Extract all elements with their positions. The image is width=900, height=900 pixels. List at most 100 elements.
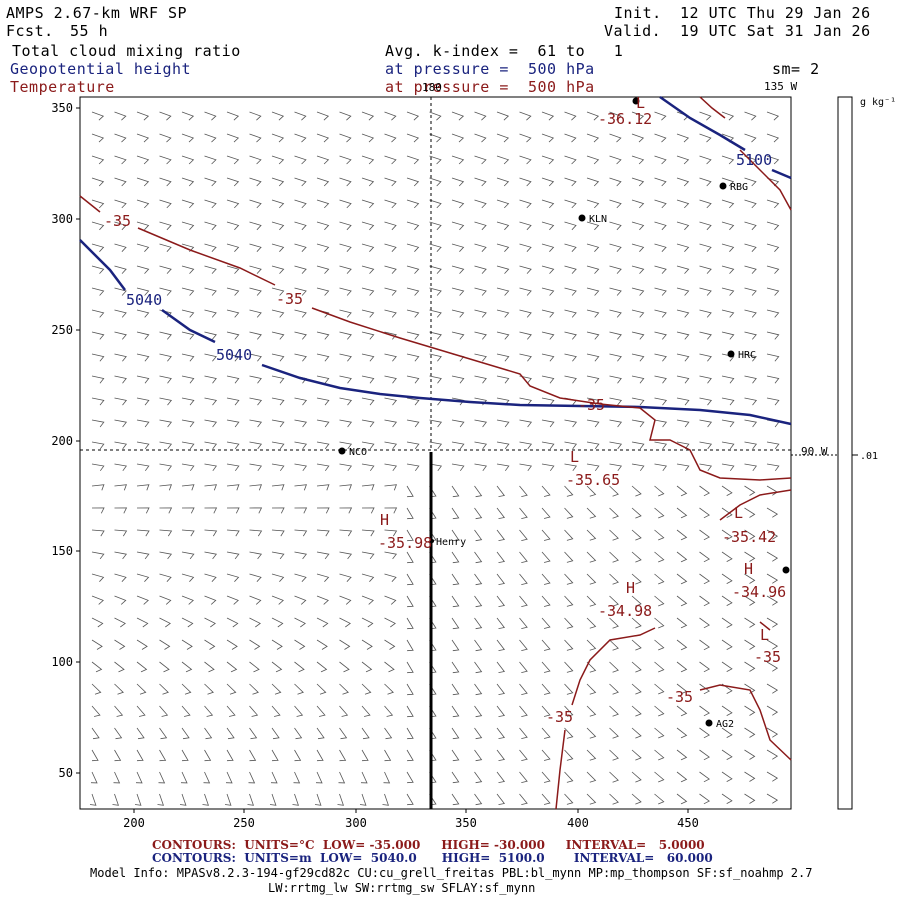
wind-barb [451, 111, 465, 121]
wind-barb [564, 243, 577, 252]
extremum-type-1: L [636, 94, 645, 112]
wind-barb [406, 507, 414, 520]
wind-barb [586, 727, 597, 739]
wind-barb [226, 155, 240, 165]
wind-barb [429, 155, 442, 165]
wind-barb [451, 463, 465, 472]
wind-barb [114, 705, 124, 717]
wind-barb [406, 771, 414, 784]
wind-barb [654, 749, 665, 761]
wind-barb [451, 485, 460, 498]
wind-barb [361, 749, 369, 762]
wind-barb [271, 221, 285, 231]
wind-barb [676, 309, 690, 318]
wind-barb [384, 419, 398, 428]
wind-barb [226, 309, 240, 318]
wind-barb [204, 507, 218, 514]
y-tick-label: 150 [51, 544, 73, 558]
wind-barb [766, 243, 780, 252]
wind-barb [586, 221, 600, 231]
wind-barb [226, 111, 240, 121]
wind-barb [91, 375, 105, 384]
wind-barb [294, 353, 307, 362]
wind-barb [406, 705, 414, 718]
wind-barb [429, 177, 442, 187]
wind-barb [676, 507, 688, 519]
station-ag2-label: AG2 [716, 719, 734, 730]
wind-barb [271, 265, 285, 274]
colorbar-value: .01 [860, 451, 878, 462]
wind-barb [541, 243, 555, 252]
wind-barb [609, 133, 622, 143]
wind-barb [159, 353, 172, 362]
station-henry-marker [430, 539, 434, 543]
wind-barb [721, 353, 735, 362]
wind-barb [136, 309, 150, 318]
wind-barb [226, 573, 240, 582]
wind-barb [541, 397, 555, 406]
wind-barb [180, 771, 188, 784]
extrema-markers: L -36.12 L -35.65 H -35.98 L -35.42 H -3… [378, 94, 786, 666]
wind-barb [496, 199, 510, 209]
wind-barb [91, 595, 104, 605]
wind-barb [496, 243, 510, 252]
wind-barb [226, 484, 240, 491]
wind-barb [766, 727, 779, 738]
wind-barb [766, 463, 780, 472]
station-ag2-marker [705, 719, 713, 727]
height-labels: 5040 5040 5100 [126, 151, 772, 364]
wind-barb [316, 111, 330, 121]
wind-barb [766, 771, 779, 782]
wind-barb [271, 749, 279, 762]
wind-barb [406, 265, 420, 274]
wind-barb [451, 793, 460, 806]
wind-barb [721, 485, 733, 496]
wind-barb [91, 265, 105, 274]
y-tick-label: 200 [51, 434, 73, 448]
wind-barb [699, 441, 713, 450]
wind-barb [766, 155, 780, 165]
wind-barb [586, 661, 597, 673]
wind-barb [631, 199, 645, 209]
wind-barb [699, 793, 710, 805]
wind-barb [676, 353, 690, 362]
wind-barb [699, 639, 710, 651]
wind-barb [204, 375, 217, 384]
wind-barb [204, 353, 217, 362]
extremum-type-2: L [570, 448, 579, 466]
wind-barb [541, 705, 551, 717]
wind-barb [564, 441, 578, 450]
wind-barb [226, 551, 240, 560]
wind-barb [181, 595, 194, 605]
wind-barb [224, 793, 232, 806]
wind-barb [519, 309, 532, 318]
wind-barb [586, 683, 597, 695]
wind-barb [292, 793, 299, 806]
wind-barb [519, 133, 532, 143]
wind-barb [699, 683, 710, 695]
wind-barb [451, 573, 460, 586]
x-tick-label: 200 [123, 816, 145, 830]
wind-barb [676, 419, 690, 428]
wind-barb [384, 749, 392, 762]
wind-barb [271, 727, 280, 740]
station-hrc-label: HRC [738, 350, 756, 361]
wind-barb [406, 793, 414, 806]
y-tick-label: 350 [51, 101, 73, 115]
wind-barb [496, 353, 510, 362]
colorbar-unit: g kg⁻¹ [860, 97, 896, 108]
wind-barb [519, 573, 528, 585]
wind-barb [91, 727, 100, 740]
wind-barb [586, 375, 600, 384]
wind-barb [114, 331, 127, 340]
x-tick-label: 300 [345, 816, 367, 830]
wind-barb [654, 617, 665, 629]
wind-barb [766, 529, 779, 540]
wind-barb [519, 771, 528, 783]
wind-barb [699, 771, 710, 783]
wind-barb [609, 243, 622, 252]
extremum-value-5: -34.98 [598, 602, 652, 620]
wind-barb [654, 551, 665, 563]
wind-barb [114, 727, 123, 740]
wind-barb [249, 177, 262, 187]
